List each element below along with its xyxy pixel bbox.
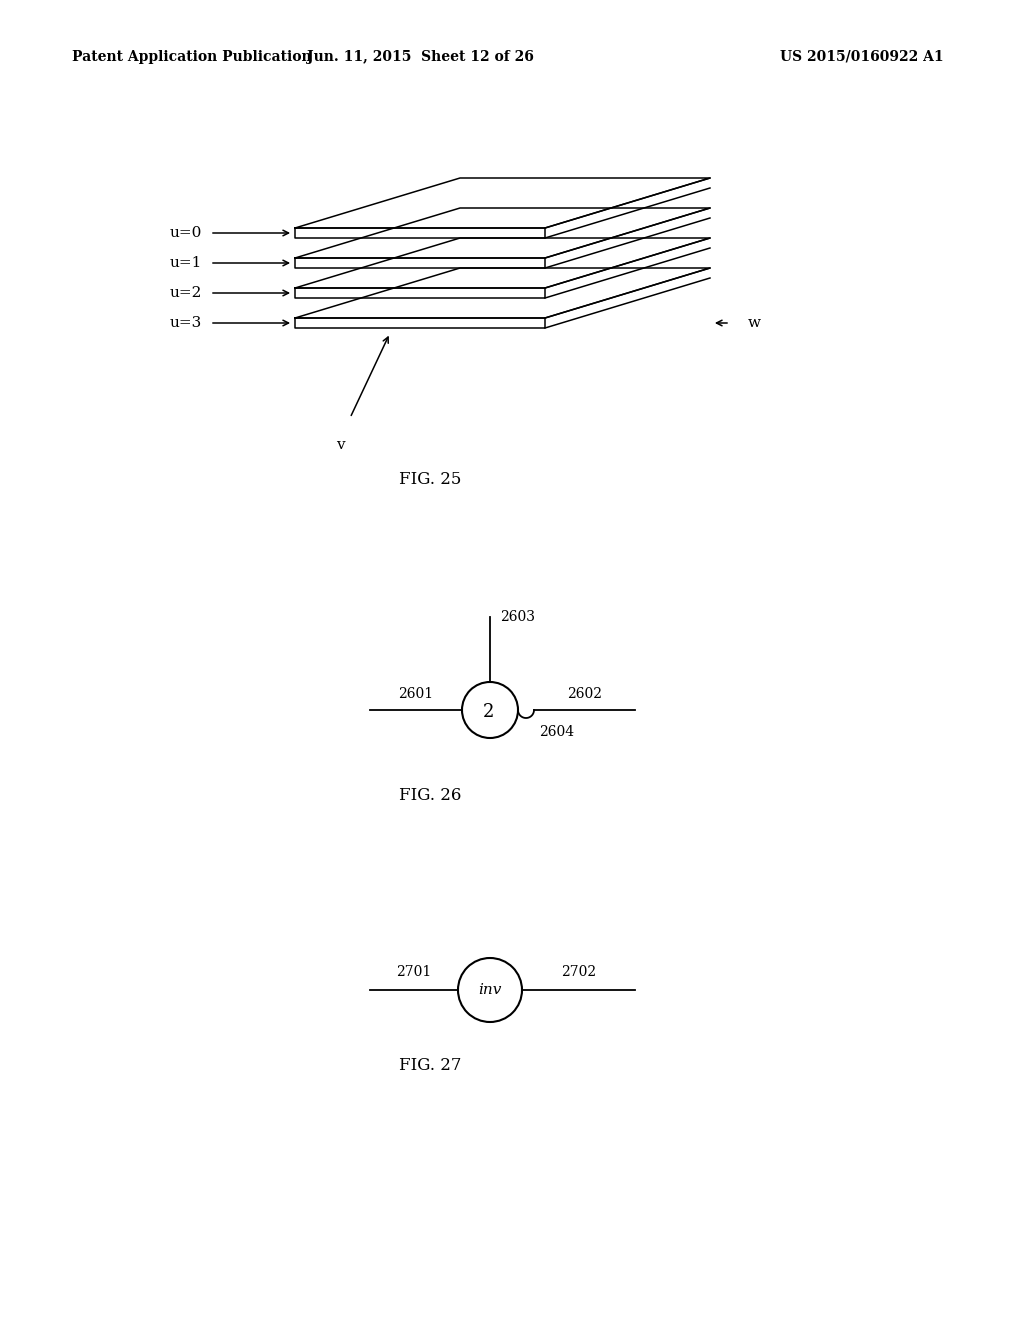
Text: u=1: u=1 [170, 256, 202, 271]
Text: w: w [748, 315, 761, 330]
Text: inv: inv [478, 983, 502, 997]
Text: FIG. 27: FIG. 27 [398, 1056, 461, 1073]
Text: 2602: 2602 [567, 686, 602, 701]
Text: u=0: u=0 [170, 226, 202, 240]
Text: Jun. 11, 2015  Sheet 12 of 26: Jun. 11, 2015 Sheet 12 of 26 [306, 50, 534, 63]
Text: v: v [336, 438, 344, 451]
Text: u=3: u=3 [170, 315, 202, 330]
Text: 2603: 2603 [500, 610, 535, 624]
Text: US 2015/0160922 A1: US 2015/0160922 A1 [780, 50, 944, 63]
Text: 2: 2 [483, 704, 495, 721]
Text: 2701: 2701 [396, 965, 432, 979]
Text: 2702: 2702 [561, 965, 596, 979]
Text: Patent Application Publication: Patent Application Publication [72, 50, 311, 63]
Text: FIG. 25: FIG. 25 [398, 471, 461, 488]
Text: 2601: 2601 [398, 686, 433, 701]
Text: 2604: 2604 [539, 725, 574, 739]
Text: u=2: u=2 [170, 286, 202, 300]
Text: FIG. 26: FIG. 26 [398, 787, 461, 804]
